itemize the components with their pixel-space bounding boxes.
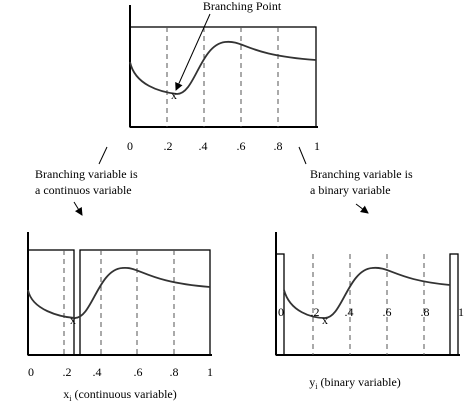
- connector: [98, 146, 108, 165]
- curve: [283, 266, 451, 319]
- label-text: (binary variable): [320, 375, 400, 389]
- marker: x: [322, 313, 328, 327]
- note-line: Branching variable is: [310, 167, 413, 181]
- subscript: i: [69, 394, 72, 403]
- tick-label: 0: [28, 365, 34, 379]
- note-line: a continuos variable: [35, 183, 132, 197]
- tick-label: .8: [170, 365, 179, 379]
- box: [129, 26, 317, 128]
- annotation: Branching Point: [203, 0, 282, 13]
- tick-label: .6: [383, 305, 392, 319]
- marker: x: [171, 88, 177, 102]
- curve: [27, 266, 211, 319]
- tick-label: .2: [164, 139, 173, 153]
- note-line: Branching variable is: [35, 167, 138, 181]
- var: x: [63, 387, 69, 401]
- bottom-left-panel: x 0.2.4.6.8 1 xi (continuous variable): [27, 232, 213, 403]
- tick-label: 0: [278, 305, 284, 319]
- tick-label: .2: [63, 365, 72, 379]
- arrow: [73, 201, 83, 216]
- note-line: a binary variable: [310, 183, 391, 197]
- tick-label: 1: [314, 139, 320, 153]
- box: [449, 253, 459, 356]
- tick-label: .2: [311, 305, 320, 319]
- tick-label: 1: [458, 305, 464, 319]
- curve: [129, 40, 317, 95]
- tick-label: 1: [207, 365, 213, 379]
- connector: [298, 146, 307, 165]
- tick-label: 0: [127, 139, 133, 153]
- var: y: [309, 375, 315, 389]
- tick-label: .6: [134, 365, 143, 379]
- tick-label: .4: [345, 305, 354, 319]
- arrow: [175, 13, 211, 91]
- tick-label: .6: [237, 139, 246, 153]
- tick-label: .4: [199, 139, 208, 153]
- label-text: (continuous variable): [74, 387, 176, 401]
- tick-label: .8: [274, 139, 283, 153]
- top-panel: x Branching Point 0 .2 .4 .6 .8 1: [127, 0, 320, 153]
- arrow: [355, 203, 369, 214]
- bottom-right-panel: x 0 1 .2 .4 .6 .8 yi (binary variable): [275, 232, 464, 391]
- subscript: i: [315, 382, 318, 391]
- axis-label: xi (continuous variable): [63, 387, 177, 403]
- marker: x: [70, 313, 76, 327]
- box: [79, 249, 211, 356]
- box: [27, 249, 75, 356]
- tick-label: .8: [421, 305, 430, 319]
- tick-label: .4: [93, 365, 102, 379]
- box: [275, 253, 285, 356]
- axis-label: yi (binary variable): [309, 375, 401, 391]
